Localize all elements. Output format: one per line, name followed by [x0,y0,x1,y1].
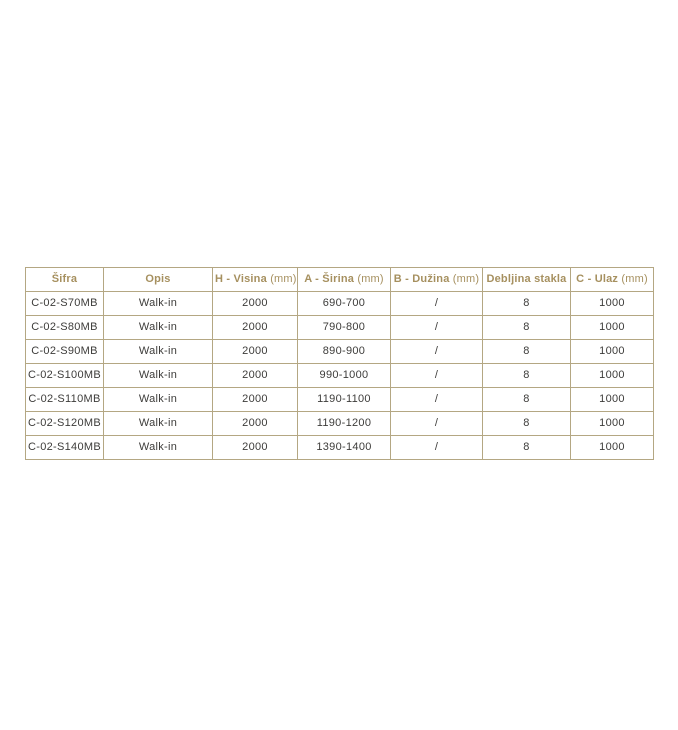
table-row: C-02-S80MB Walk-in 2000 790-800/8 1000 [25,315,654,340]
cell-visina: 2000 [212,291,298,316]
cell-sirina: 690-700 [297,291,391,316]
column-header-label: A - Širina [304,273,355,285]
cell-duzina: / [390,387,483,412]
cell-opis: Walk-in [103,291,213,316]
cell-sirina: 990-1000 [297,363,391,388]
cell-duzina: / [390,315,483,340]
column-header-label: C - Ulaz [576,273,619,285]
column-header-unit: (mm) [266,273,297,285]
cell-visina: 2000 [212,315,298,340]
cell-sifra: C-02-S140MB [25,435,104,460]
cell-visina: 2000 [212,363,298,388]
table-row: C-02-S100MB Walk-in 2000 990-1000/8 1000 [25,363,654,388]
table-row: C-02-S140MB Walk-in 2000 1390-1400/8 1000 [25,435,654,460]
cell-opis: Walk-in [103,315,213,340]
table-row: C-02-S90MB Walk-in 2000 890-900/8 1000 [25,339,654,364]
cell-duzina: / [390,363,483,388]
cell-visina: 2000 [212,435,298,460]
cell-sifra: C-02-S100MB [25,363,104,388]
cell-duzina: / [390,435,483,460]
cell-debljina: 8 [482,411,571,436]
column-header-label: B - Dužina [393,273,450,285]
column-header-debljina: Debljina stakla [482,267,571,292]
cell-sirina: 1390-1400 [297,435,391,460]
product-spec-table: Šifra Opis H - Visina (mm) A - Širina (mm) B… [25,267,654,460]
cell-sifra: C-02-S70MB [25,291,104,316]
cell-visina: 2000 [212,339,298,364]
cell-debljina: 8 [482,315,571,340]
cell-ulaz: 1000 [570,411,654,436]
cell-opis: Walk-in [103,435,213,460]
column-header-ulaz: C - Ulaz (mm) [570,267,654,292]
cell-ulaz: 1000 [570,339,654,364]
column-header-sirina: A - Širina (mm) [297,267,391,292]
cell-debljina: 8 [482,363,571,388]
cell-sifra: C-02-S90MB [25,339,104,364]
cell-visina: 2000 [212,387,298,412]
cell-visina: 2000 [212,411,298,436]
column-header-visina: H - Visina (mm) [212,267,298,292]
table-row: C-02-S70MB Walk-in 2000 690-700/8 1000 [25,291,654,316]
cell-duzina: / [390,291,483,316]
cell-debljina: 8 [482,291,571,316]
table-row: C-02-S110MB Walk-in 2000 1190-1100/8 1000 [25,387,654,412]
cell-sirina: 890-900 [297,339,391,364]
cell-opis: Walk-in [103,387,213,412]
cell-sifra: C-02-S110MB [25,387,104,412]
cell-sirina: 1190-1200 [297,411,391,436]
column-header-unit: (mm) [449,273,480,285]
column-header-opis: Opis [103,267,213,292]
column-header-unit: (mm) [354,273,384,285]
cell-ulaz: 1000 [570,363,654,388]
cell-sirina: 790-800 [297,315,391,340]
cell-opis: Walk-in [103,411,213,436]
cell-duzina: / [390,339,483,364]
cell-ulaz: 1000 [570,315,654,340]
cell-opis: Walk-in [103,363,213,388]
spec-table-container: Šifra Opis H - Visina (mm) A - Širina (mm) B… [25,267,654,460]
column-header-label: H - Visina [215,273,267,285]
cell-debljina: 8 [482,387,571,412]
cell-opis: Walk-in [103,339,213,364]
table-row: C-02-S120MB Walk-in 2000 1190-1200/8 1000 [25,411,654,436]
column-header-label: Šifra [51,273,78,285]
column-header-duzina: B - Dužina (mm) [390,267,483,292]
cell-sirina: 1190-1100 [297,387,391,412]
column-header-unit: (mm) [618,273,648,285]
cell-sifra: C-02-S120MB [25,411,104,436]
column-header-label: Opis [145,273,171,285]
cell-ulaz: 1000 [570,435,654,460]
cell-duzina: / [390,411,483,436]
cell-debljina: 8 [482,339,571,364]
cell-ulaz: 1000 [570,387,654,412]
cell-ulaz: 1000 [570,291,654,316]
cell-sifra: C-02-S80MB [25,315,104,340]
table-header-row: Šifra Opis H - Visina (mm) A - Širina (mm) B… [25,267,654,292]
column-header-label: Debljina stakla [486,273,567,285]
column-header-sifra: Šifra [25,267,104,292]
cell-debljina: 8 [482,435,571,460]
